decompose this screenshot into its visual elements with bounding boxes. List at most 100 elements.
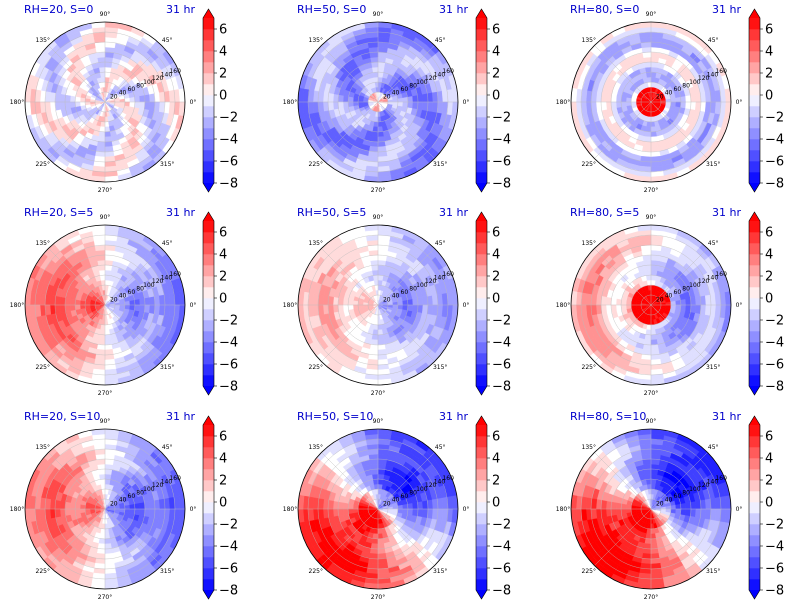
colorbar-segment	[476, 139, 487, 151]
field-cell	[332, 101, 339, 111]
polar-plot: 2040608010012014016090°45°0°315°270°225°…	[10, 8, 238, 194]
colorbar-tick-label: 2	[492, 67, 500, 82]
field-cell	[104, 61, 113, 68]
colorbar-segment	[203, 320, 214, 332]
colorbar-tick-label: 0	[765, 292, 773, 307]
field-cell	[352, 97, 359, 103]
field-cell	[144, 101, 151, 111]
colorbar-segment	[203, 243, 214, 255]
colorbar-segment	[749, 150, 760, 162]
colorbar-tick-label: −4	[492, 133, 511, 148]
field-cell	[104, 274, 111, 281]
colorbar-segment	[749, 364, 760, 376]
field-cell	[98, 131, 106, 138]
angular-gridline	[377, 45, 435, 103]
field-cell	[412, 94, 419, 103]
field-cell	[377, 274, 384, 281]
colorbar-tick-label: −6	[492, 358, 511, 373]
colorbar-extend-high	[749, 9, 760, 18]
radial-tick-label: 60	[401, 289, 409, 296]
colorbar-segment	[203, 73, 214, 85]
colorbar-segment	[203, 436, 214, 448]
colorbar-tick-label: 6	[492, 226, 500, 241]
colorbar-segment	[749, 309, 760, 321]
colorbar-tick-label: −4	[219, 540, 238, 555]
field-cell	[64, 501, 71, 510]
field-cell	[104, 468, 113, 475]
colorbar-tick-label: −2	[765, 111, 784, 126]
colorbar-tick-label: 4	[219, 45, 227, 60]
field-cell	[610, 304, 617, 313]
field-cell	[377, 56, 387, 63]
colorbar-segment	[749, 40, 760, 52]
colorbar-segment	[749, 128, 760, 140]
radial-tick-label: 140	[161, 275, 173, 282]
field-cell	[139, 304, 146, 313]
field-cell	[650, 339, 659, 346]
field-cell	[370, 136, 379, 143]
colorbar-extend-low	[749, 386, 760, 395]
field-cell	[59, 296, 66, 306]
theta-tick-label: 135°	[309, 240, 323, 247]
colorbar-tick-label: −4	[219, 133, 238, 148]
radial-tick-label: 100	[689, 79, 701, 86]
polar-plot: 2040608010012014016090°45°0°315°270°225°…	[283, 8, 511, 194]
colorbar-segment	[476, 84, 487, 96]
field-cell	[347, 503, 354, 510]
radial-tick-label: 160	[715, 68, 727, 75]
field-cell	[650, 22, 666, 29]
angular-gridline	[321, 45, 379, 103]
field-cell	[377, 473, 385, 480]
panel-title: RH=50, S=5	[297, 206, 367, 219]
field-cell	[417, 500, 424, 510]
field-cell	[96, 463, 106, 470]
colorbar-segment	[476, 150, 487, 162]
theta-tick-label: 135°	[582, 37, 596, 44]
field-cell	[412, 304, 419, 313]
polar-panel: RH=20, S=0 31 hr 20 40 60 80 100 120 140 160 90° 45…	[0, 0, 262, 204]
field-cell	[104, 259, 114, 266]
field-cell	[104, 478, 111, 485]
radial-tick-label: 20	[110, 296, 118, 303]
field-cell	[104, 279, 110, 286]
theta-tick-label: 0°	[736, 302, 743, 309]
angular-gridline	[104, 304, 162, 362]
colorbar-frame	[475, 8, 488, 193]
polar-plot: 2040608010012014016090°45°0°315°270°225°…	[556, 8, 784, 194]
colorbar-segment	[476, 309, 487, 321]
field-cell	[377, 66, 385, 73]
radial-tick-label: 40	[665, 90, 673, 97]
field-cell	[129, 101, 136, 108]
field-cell	[104, 264, 113, 271]
theta-tick-label: 45°	[162, 444, 173, 451]
radial-tick-label: 60	[128, 289, 136, 296]
field-cell	[59, 93, 66, 103]
polar-field	[298, 22, 458, 182]
colorbar-segment	[749, 342, 760, 354]
polar-field	[571, 225, 731, 385]
field-cell	[377, 269, 385, 276]
theta-tick-label: 45°	[435, 240, 446, 247]
colorbar-segment	[749, 95, 760, 107]
radial-tick-label: 80	[682, 82, 690, 89]
field-cell	[369, 344, 379, 351]
colorbar-segment	[749, 84, 760, 96]
colorbar-segment	[749, 29, 760, 41]
colorbar-segment	[476, 364, 487, 376]
colorbar-extend-low	[476, 183, 487, 192]
field-cell	[371, 131, 379, 138]
radial-tick-label: 80	[136, 285, 144, 292]
panel-time: 31 hr	[439, 3, 468, 16]
field-cell	[690, 101, 697, 111]
field-cell	[337, 101, 344, 110]
field-cell	[685, 94, 692, 103]
colorbar-tick-label: 6	[219, 430, 227, 445]
colorbar-segment	[203, 535, 214, 547]
field-cell	[134, 304, 141, 312]
field-cell	[104, 339, 113, 346]
colorbar-extend-low	[203, 590, 214, 599]
field-cell	[724, 101, 731, 117]
colorbar-segment	[203, 161, 214, 173]
angular-gridline	[650, 45, 708, 103]
field-cell	[605, 101, 612, 111]
